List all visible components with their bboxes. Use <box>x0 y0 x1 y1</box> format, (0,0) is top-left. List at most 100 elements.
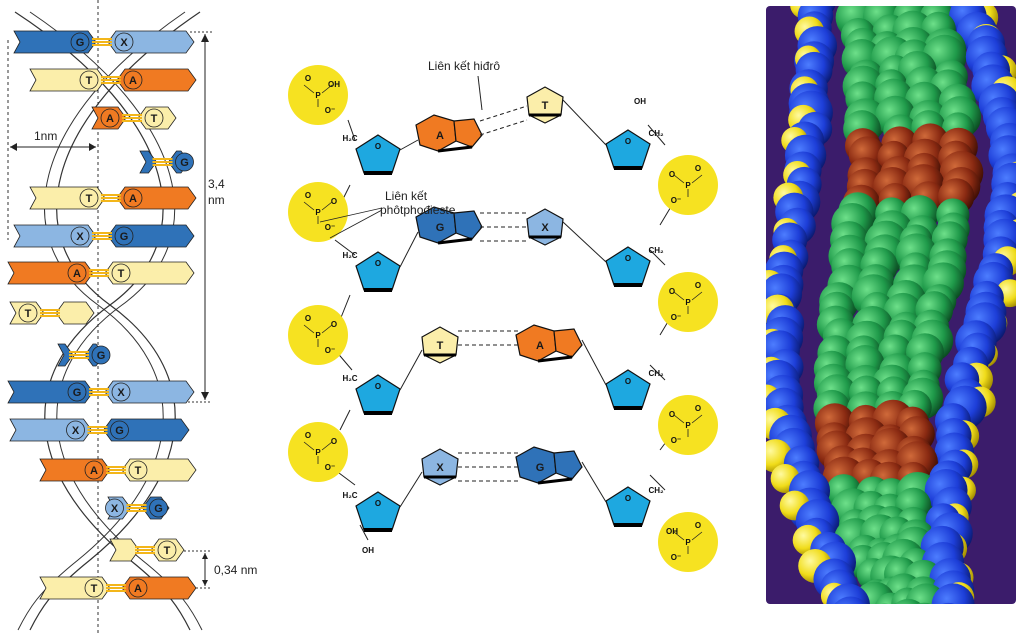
nucleobase: G <box>415 206 483 245</box>
helix-base-left-letter: T <box>86 75 93 87</box>
helix-base-right-letter: X <box>120 37 128 49</box>
sugar-ring-o: O <box>375 142 381 151</box>
helix-base-left-badge <box>70 226 90 246</box>
helix-base-right-badge <box>110 420 129 440</box>
helix-base-right-letter: G <box>120 231 129 243</box>
helix-base-left-badge <box>66 420 85 440</box>
sugar-ring: O H₂C <box>342 374 401 415</box>
ch2-label: CH₂ <box>648 486 664 495</box>
helix-base-left-letter: X <box>111 503 119 515</box>
rise-arrow-up-head <box>202 553 208 559</box>
phosphate-p: P <box>685 538 691 547</box>
sugar-pentagon <box>355 134 401 174</box>
phosphate-o2: O <box>331 320 337 329</box>
helix-base-right-letter: G <box>154 503 163 515</box>
nucleobase-letter: A <box>536 340 544 352</box>
phosphate-oh: OH <box>666 527 678 536</box>
nucleobase-letter: G <box>536 462 545 474</box>
phosphate-o: O <box>695 521 701 530</box>
helix-base-left <box>57 343 74 367</box>
helix-base-right-badge <box>144 108 164 128</box>
phosphate-o: O <box>695 164 701 173</box>
phosphate-p: P <box>685 181 691 190</box>
backbone-atom <box>930 602 966 604</box>
helix-base-right-letter: G <box>115 425 124 437</box>
helix-base-left <box>139 150 157 174</box>
backbone-lines <box>334 119 676 541</box>
width-arrow-right-head <box>89 143 96 151</box>
sugar-ring: O H₂C <box>342 251 401 292</box>
purine-ring-5 <box>453 118 483 148</box>
sugar-ring: O H₂C <box>342 491 401 532</box>
nucleobase: T <box>526 86 564 124</box>
backbone-atom <box>931 583 975 604</box>
hydrogen-bond-label: Liên kết hiđrô <box>428 59 500 73</box>
phosphate-atom <box>828 610 855 636</box>
purine-ring-5 <box>553 450 583 480</box>
helix-base-right-badge <box>111 263 131 283</box>
helix-base-left-letter: G <box>76 37 85 49</box>
helix-base-right-letter: A <box>129 75 137 87</box>
helix-base-right <box>55 301 95 325</box>
hydrogen-bond <box>479 105 528 122</box>
nucleobase-letter: X <box>436 462 444 474</box>
bottom-oh-label: OH <box>362 546 374 555</box>
sugar-ring: O CH₂ <box>605 369 664 410</box>
rise-arrow-down-head <box>202 580 208 586</box>
helix-strand-b <box>29 11 201 631</box>
pitch-label-unit: nm <box>208 193 225 207</box>
model-atoms <box>766 6 1016 636</box>
helix-strand-b-edge <box>17 11 186 631</box>
ch2-label: CH₂ <box>648 129 664 138</box>
backbone-atom <box>826 583 870 604</box>
base-atom <box>868 603 901 604</box>
helix-base-left-badge <box>100 108 120 128</box>
phosphate-group: POO⁻O <box>288 182 348 242</box>
phosphate-o2: O <box>669 287 675 296</box>
sugar-pentagon <box>355 251 401 291</box>
helix-strand-a-edge <box>29 11 203 631</box>
top-oh-label: OH <box>634 97 646 106</box>
nucleobase: T <box>421 326 459 364</box>
phosphate-o-minus: O⁻ <box>325 223 335 232</box>
phosphodiester-label-2: phôtphođieste <box>380 203 456 217</box>
helix-base-left-badge <box>67 382 87 402</box>
helix-base-left-badge <box>84 460 104 480</box>
pitch-arrow-down-head <box>201 392 209 400</box>
phosphate-p: P <box>315 91 321 100</box>
phosphate-o2: O <box>331 437 337 446</box>
nucleobase: X <box>526 208 564 246</box>
helix-base-left-letter: T <box>86 193 93 205</box>
helix-base-right-letter: G <box>97 350 106 362</box>
sugar-pentagon <box>605 486 651 526</box>
phosphate-p: P <box>315 331 321 340</box>
helix-base-pair: T <box>109 538 185 562</box>
helix-base-right-badge <box>128 460 148 480</box>
sugar-ring: O CH₂ <box>605 129 664 170</box>
phosphate-o-minus: O⁻ <box>671 196 681 205</box>
helix-base-left-letter: T <box>91 583 98 595</box>
helix-base-right-letter: T <box>118 268 125 280</box>
phosphate-group: PO O⁻ OH <box>658 512 718 572</box>
helix-base-left-badge <box>67 263 87 283</box>
hydrogen-bond <box>479 119 528 136</box>
phosphate-o2: O <box>669 410 675 419</box>
ch2-label: H₂C <box>342 134 357 143</box>
purine-ring-5 <box>553 328 583 358</box>
ch2-label: H₂C <box>342 491 357 500</box>
phosphate-o-minus: O⁻ <box>325 463 335 472</box>
sugar-pentagon <box>605 246 651 286</box>
helix-base-right-letter: T <box>164 545 171 557</box>
helix-base-right-badge <box>157 540 177 560</box>
phosphate-circle <box>658 512 718 572</box>
